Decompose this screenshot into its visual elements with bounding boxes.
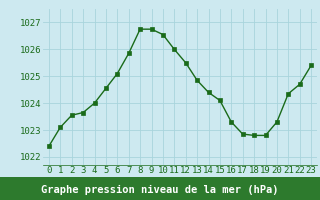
Text: Graphe pression niveau de la mer (hPa): Graphe pression niveau de la mer (hPa) xyxy=(41,185,279,195)
